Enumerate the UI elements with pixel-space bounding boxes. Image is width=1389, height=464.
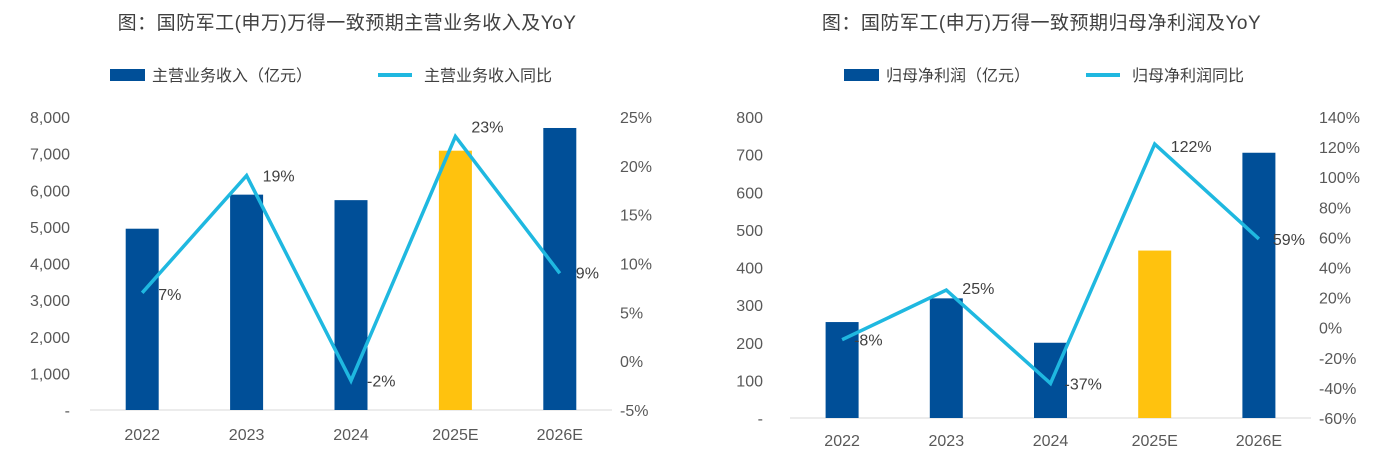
right-axis-tick-label: 40% [1319, 261, 1351, 278]
right-axis-tick-label: -40% [1319, 381, 1356, 398]
legend-line-label: 主营业务收入同比 [424, 67, 552, 85]
category-label: 2024 [333, 427, 369, 444]
yoy-data-label: 19% [263, 169, 295, 186]
right-axis-tick-label: 80% [1319, 200, 1351, 217]
yoy-data-label: 23% [471, 120, 503, 137]
bar-2025E [1138, 250, 1172, 418]
right-axis-tick-label: -60% [1319, 411, 1356, 428]
bar-2023 [230, 194, 264, 410]
profit-chart-title: 图：国防军工(申万)万得一致预期归母净利润及YoY [821, 13, 1262, 34]
category-label: 2024 [1033, 433, 1069, 450]
legend-bar-label: 主营业务收入（亿元） [152, 67, 312, 85]
yoy-data-label: -8% [854, 333, 882, 350]
left-axis-tick-label: 7,000 [30, 147, 70, 164]
yoy-data-label: 59% [1273, 232, 1305, 249]
bar-2026E [1242, 152, 1276, 418]
left-axis-tick-label: 400 [736, 261, 763, 278]
bar-2022 [125, 228, 159, 410]
right-axis-tick-label: 0% [1319, 321, 1342, 338]
revenue-chart-title: 图：国防军工(申万)万得一致预期主营业务收入及YoY [117, 13, 577, 34]
category-label: 2022 [824, 433, 860, 450]
legend-bar-label: 归母净利润（亿元） [886, 67, 1030, 85]
category-label: 2025E [1132, 433, 1178, 450]
category-label: 2026E [537, 427, 583, 444]
right-axis-tick-label: 100% [1319, 170, 1360, 187]
right-axis-tick-label: 25% [620, 110, 652, 127]
yoy-data-label: 7% [158, 287, 181, 304]
legend-line-label: 归母净利润同比 [1132, 67, 1244, 85]
left-axis-tick-label: 100 [736, 373, 763, 390]
left-axis-tick-label: 4,000 [30, 257, 70, 274]
legend-bar-swatch [110, 69, 145, 81]
left-axis-tick-label: 8,000 [30, 110, 70, 127]
category-label: 2023 [929, 433, 965, 450]
left-axis-tick-label: 5,000 [30, 220, 70, 237]
yoy-line [841, 141, 1261, 387]
category-label: 2023 [229, 427, 265, 444]
yoy-data-label: -2% [367, 374, 395, 391]
yoy-line [140, 133, 562, 385]
revenue-chart: 主营业务收入（亿元） 主营业务收入同比 - 1,000 2,000 3,000 4,000 5… [30, 67, 652, 444]
left-axis-tick-label: 600 [736, 185, 763, 202]
bar-2023 [929, 298, 963, 418]
legend-bar-swatch [844, 69, 879, 81]
category-label: 2025E [432, 427, 478, 444]
left-axis-tick-label: 6,000 [30, 183, 70, 200]
category-label: 2022 [124, 427, 160, 444]
bar-2025E [438, 150, 472, 410]
right-axis-tick-label: 15% [620, 208, 652, 225]
left-axis-tick-label: - [758, 411, 763, 428]
right-axis-tick-label: -5% [620, 403, 648, 420]
right-axis-tick-label: 20% [1319, 291, 1351, 308]
right-axis-tick-label: 140% [1319, 110, 1360, 127]
right-axis-tick-label: 60% [1319, 230, 1351, 247]
bar-2026E [543, 127, 577, 411]
bar-2024 [334, 200, 368, 410]
left-axis-tick-label: 500 [736, 223, 763, 240]
left-axis-tick-label: 2,000 [30, 330, 70, 347]
category-label: 2026E [1236, 433, 1282, 450]
profit-chart: 归母净利润（亿元） 归母净利润同比 - 100 200 300 400 500 600 700 80… [736, 67, 1360, 450]
right-axis-tick-label: 10% [620, 257, 652, 274]
right-axis-tick-label: 120% [1319, 140, 1360, 157]
left-axis-tick-label: 300 [736, 298, 763, 315]
yoy-data-label: 25% [962, 281, 994, 298]
yoy-data-label: 9% [576, 265, 599, 282]
left-axis-tick-label: 800 [736, 110, 763, 127]
yoy-data-label: -37% [1065, 376, 1102, 393]
left-axis-tick-label: 3,000 [30, 293, 70, 310]
profit-chart-panel: 图：国防军工(申万)万得一致预期归母净利润及YoY 归母净利润（亿元） 归母净利润… [694, 0, 1389, 464]
right-axis-tick-label: -20% [1319, 351, 1356, 368]
right-axis-tick-label: 0% [620, 354, 643, 371]
yoy-data-label: 122% [1171, 139, 1212, 156]
left-axis-tick-label: - [65, 403, 70, 420]
right-axis-tick-label: 20% [620, 159, 652, 176]
left-axis-tick-label: 1,000 [30, 366, 70, 383]
left-axis-tick-label: 200 [736, 336, 763, 353]
right-axis-tick-label: 5% [620, 305, 643, 322]
revenue-chart-panel: 图：国防军工(申万)万得一致预期主营业务收入及YoY 主营业务收入（亿元） 主营业… [0, 0, 694, 464]
left-axis-tick-label: 700 [736, 148, 763, 165]
